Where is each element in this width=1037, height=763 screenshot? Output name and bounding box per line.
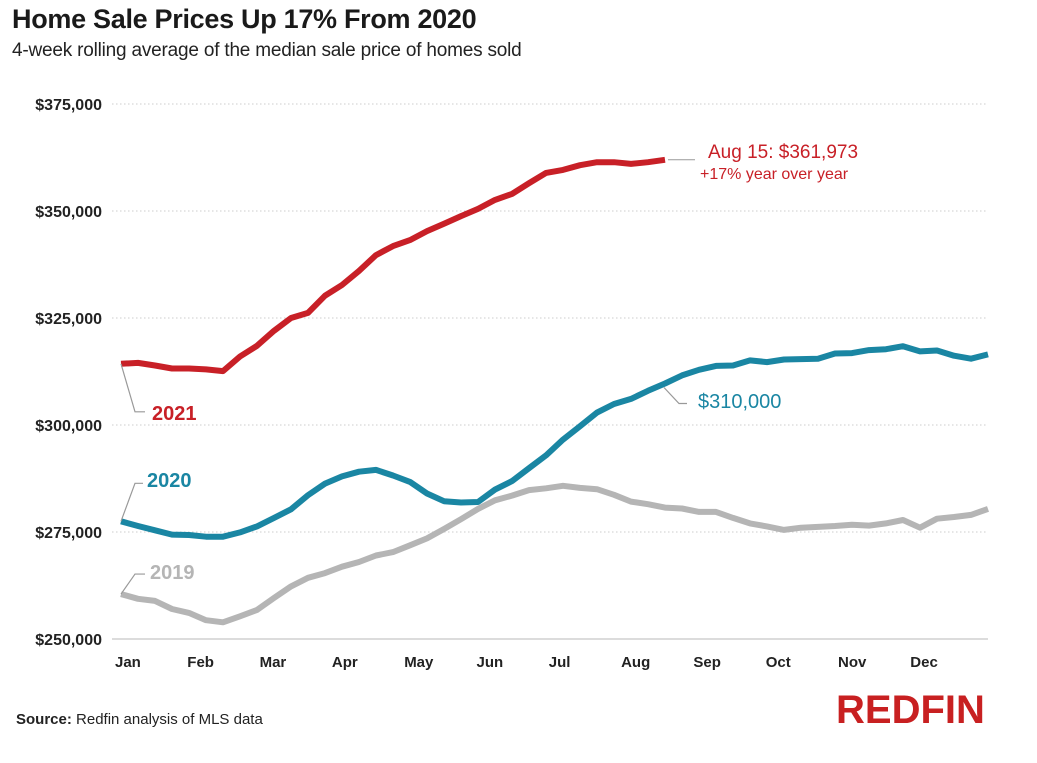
source-note: Source: Redfin analysis of MLS data bbox=[16, 711, 263, 728]
redfin-logo: REDFIN bbox=[836, 688, 985, 732]
source-text: Redfin analysis of MLS data bbox=[71, 711, 263, 728]
leader-line-2021 bbox=[120, 363, 145, 413]
x-axis-tick-labels: Jan Feb Mar Apr May Jun Jul Aug Sep Oct Nov Dec bbox=[115, 654, 938, 671]
x-tick-label: Sep bbox=[693, 654, 721, 671]
x-tick-label: Apr bbox=[332, 654, 358, 671]
series-label-2020: 2020 bbox=[147, 470, 192, 492]
x-tick-label: Oct bbox=[766, 654, 791, 671]
annotation-aug15-value: Aug 15: $361,973 bbox=[708, 142, 858, 163]
series-line-2021 bbox=[120, 156, 666, 375]
x-tick-label: Aug bbox=[621, 654, 650, 671]
x-tick-label: Nov bbox=[838, 654, 867, 671]
leader-line-2020 bbox=[120, 482, 143, 522]
annotation-310k: $310,000 bbox=[698, 391, 781, 413]
x-tick-label: May bbox=[404, 654, 434, 671]
annotations: 2021 2020 2019 Aug 15: $361,973 +17% year ov… bbox=[120, 142, 858, 595]
x-tick-label: Jan bbox=[115, 654, 141, 671]
series-lines bbox=[120, 156, 989, 626]
y-tick-label: $325,000 bbox=[35, 311, 102, 328]
series-line-2020 bbox=[120, 343, 989, 540]
x-tick-label: Jun bbox=[477, 654, 504, 671]
source-label: Source: bbox=[16, 711, 72, 728]
x-tick-label: Mar bbox=[260, 654, 287, 671]
y-tick-label: $375,000 bbox=[35, 97, 102, 114]
y-tick-label: $275,000 bbox=[35, 525, 102, 542]
x-tick-label: Dec bbox=[910, 654, 938, 671]
chart-subtitle: 4-week rolling average of the median sal… bbox=[12, 40, 522, 61]
series-label-2021: 2021 bbox=[152, 403, 197, 425]
y-tick-label: $350,000 bbox=[35, 204, 102, 221]
y-tick-label: $250,000 bbox=[35, 632, 102, 649]
leader-line-2019 bbox=[120, 573, 145, 595]
x-tick-label: Feb bbox=[187, 654, 214, 671]
gridlines bbox=[112, 103, 988, 640]
leader-line-310k bbox=[663, 387, 687, 405]
y-tick-label: $300,000 bbox=[35, 418, 102, 435]
series-line-2019 bbox=[120, 482, 989, 626]
x-tick-label: Jul bbox=[549, 654, 571, 671]
chart-title: Home Sale Prices Up 17% From 2020 bbox=[12, 4, 477, 34]
y-axis-tick-labels: $250,000 $275,000 $300,000 $325,000 $350,000… bbox=[35, 97, 102, 649]
annotation-aug15-yoy: +17% year over year bbox=[700, 166, 849, 183]
series-label-2019: 2019 bbox=[150, 562, 195, 584]
